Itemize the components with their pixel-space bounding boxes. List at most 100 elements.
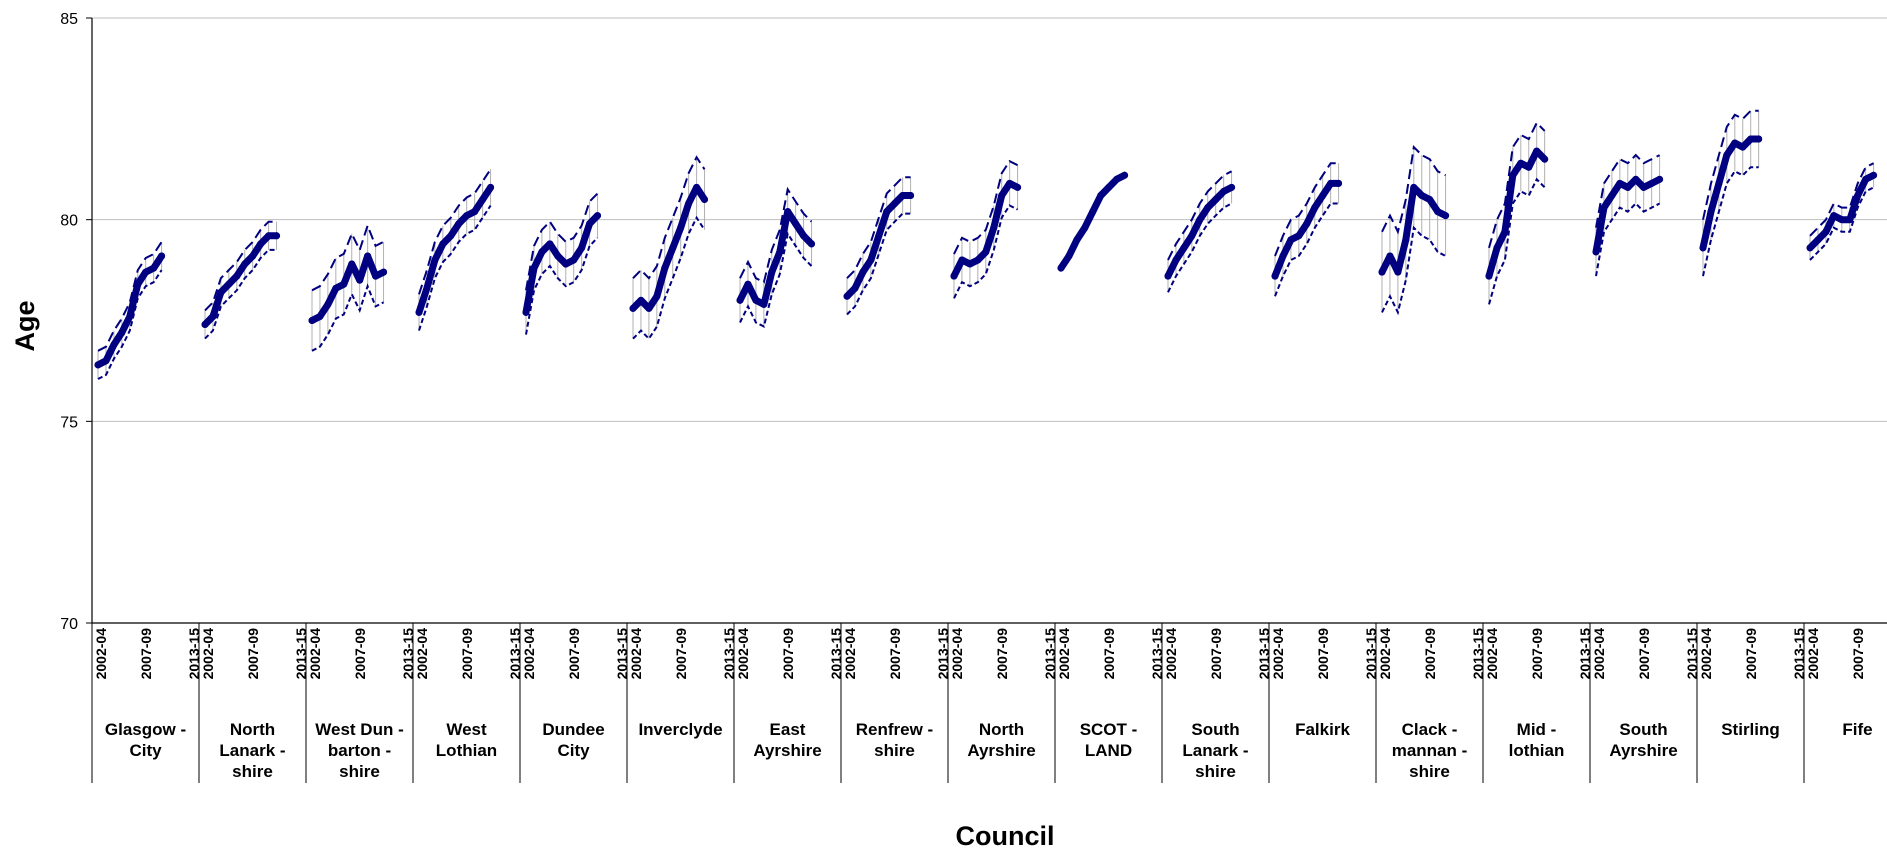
data-point	[1739, 143, 1747, 151]
data-point	[439, 240, 447, 248]
council-label: North	[230, 720, 275, 739]
x-tick-label: 2002-04	[949, 628, 965, 680]
data-point	[1065, 252, 1073, 260]
data-point	[1335, 179, 1343, 187]
series-line	[94, 252, 166, 369]
data-point	[998, 191, 1006, 199]
data-point	[645, 304, 653, 312]
council-label: shire	[1409, 762, 1450, 781]
upper-bound-line	[418, 168, 492, 295]
x-tick-label: 2007-09	[1743, 628, 1759, 680]
data-point	[1533, 147, 1541, 155]
data-point	[554, 252, 562, 260]
upper-bound-line	[204, 220, 277, 312]
council-label: Stirling	[1721, 720, 1780, 739]
gridlines	[92, 17, 1887, 422]
x-tick-label: 2002-04	[1698, 628, 1714, 680]
data-point	[1394, 268, 1402, 276]
upper-bound-line	[1702, 109, 1759, 220]
council-label: LAND	[1085, 741, 1132, 760]
x-tick-label: 2002-04	[307, 628, 323, 680]
x-tick-label: 2007-09	[887, 628, 903, 680]
x-tick-label: 2002-04	[628, 628, 644, 680]
data-point	[348, 260, 356, 268]
x-tick-label: 2013-15	[507, 628, 523, 680]
data-point	[225, 280, 233, 288]
data-point	[158, 252, 166, 260]
x-tick-label: 2002-04	[842, 628, 858, 680]
council-label: Ayrshire	[753, 741, 821, 760]
data-point	[134, 280, 142, 288]
data-point	[538, 248, 546, 256]
data-point	[701, 196, 709, 203]
data-point	[1434, 208, 1442, 216]
data-point	[257, 240, 265, 248]
data-point	[1846, 216, 1854, 224]
series-line	[308, 252, 388, 324]
data-point	[1113, 175, 1121, 183]
upper-bound-line	[1809, 162, 1875, 237]
axes	[86, 17, 1887, 783]
series-line	[415, 183, 495, 316]
council-label: South	[1191, 720, 1239, 739]
data-point	[1485, 272, 1493, 280]
data-point	[1822, 228, 1830, 236]
council-label: Clack -	[1402, 720, 1458, 739]
council-label: shire	[232, 762, 273, 781]
council-label: shire	[339, 762, 380, 781]
data-point	[1311, 204, 1319, 212]
lower-bound-line	[953, 204, 1019, 299]
x-tick-label: 2002-04	[1591, 628, 1607, 680]
upper-bound-line	[1274, 162, 1339, 257]
x-tick-label: 2007-09	[1315, 628, 1331, 680]
upper-bound-line	[525, 192, 599, 291]
data-point	[1699, 244, 1707, 252]
data-point	[118, 329, 126, 337]
data-point	[201, 321, 209, 329]
data-point	[1188, 232, 1196, 240]
data-point	[859, 268, 867, 276]
x-tick-label: 2002-04	[735, 628, 751, 680]
data-point	[653, 292, 661, 300]
data-point	[899, 191, 907, 199]
data-point	[1287, 236, 1295, 244]
data-point	[332, 284, 340, 292]
council-label: SCOT -	[1080, 720, 1138, 739]
data-point	[570, 256, 578, 264]
data-point	[1755, 135, 1763, 143]
data-point	[372, 272, 380, 280]
data-point	[1426, 196, 1434, 203]
data-point	[800, 232, 808, 240]
data-point	[487, 183, 495, 191]
x-tick-label: 2013-15	[1363, 628, 1379, 680]
data-point	[752, 296, 760, 304]
data-point	[455, 220, 463, 228]
data-point	[1442, 212, 1450, 220]
data-point	[1640, 183, 1648, 191]
x-tick-label: 2002-04	[1377, 628, 1393, 680]
data-point	[1327, 179, 1335, 187]
data-point	[447, 232, 455, 240]
data-point	[784, 208, 792, 216]
data-point	[1295, 232, 1303, 240]
x-tick-label: 2007-09	[1636, 628, 1652, 680]
data-point	[629, 304, 637, 312]
data-point	[1806, 244, 1814, 252]
x-tick-label: 2007-09	[673, 628, 689, 680]
data-point	[209, 312, 217, 320]
data-point	[110, 341, 118, 349]
x-tick-label: 2002-04	[1270, 628, 1286, 680]
lower-bound-line	[846, 212, 911, 316]
data-point	[1271, 272, 1279, 280]
council-label: Lanark -	[1182, 741, 1248, 760]
upper-bound-line	[846, 176, 911, 279]
data-point	[950, 272, 958, 280]
x-tick-label: 2007-09	[1422, 628, 1438, 680]
lower-bound-line	[97, 269, 163, 380]
x-tick-label: 2007-09	[1529, 628, 1545, 680]
data-point	[693, 183, 701, 191]
council-label: Lanark -	[219, 741, 285, 760]
lower-bound-line	[1595, 202, 1661, 277]
lower-bound-line	[525, 237, 599, 335]
x-tick-label: 2002-04	[1163, 628, 1179, 680]
